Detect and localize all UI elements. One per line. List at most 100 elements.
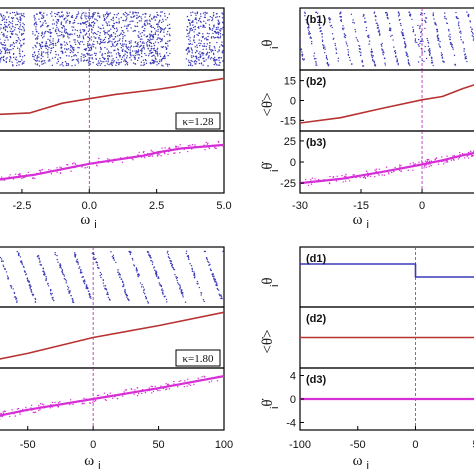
theta-point xyxy=(202,45,204,47)
theta-point xyxy=(52,19,55,21)
freq-point xyxy=(352,174,354,176)
theta-point xyxy=(191,50,193,52)
theta-point xyxy=(39,45,42,47)
theta-point xyxy=(4,21,6,24)
theta-point xyxy=(87,44,90,47)
freq-point xyxy=(81,166,83,168)
freq-point xyxy=(147,152,149,155)
theta-point xyxy=(45,47,47,50)
theta-point xyxy=(42,15,44,17)
theta-point xyxy=(146,300,149,302)
theta-point xyxy=(309,32,311,35)
theta-point xyxy=(73,39,75,41)
freq-point xyxy=(374,176,376,178)
theta-point xyxy=(394,56,397,58)
freq-point xyxy=(30,407,32,409)
freq-point xyxy=(383,174,386,176)
theta-point xyxy=(111,35,113,37)
theta-point xyxy=(219,33,222,35)
freq-point xyxy=(143,155,145,157)
theta-point xyxy=(344,34,347,37)
theta-point xyxy=(88,25,90,27)
freq-point xyxy=(137,154,140,157)
theta-point xyxy=(328,64,330,66)
y-tick-label: 0 xyxy=(290,157,296,169)
theta-point xyxy=(139,33,141,35)
theta-point xyxy=(159,27,162,29)
theta-point xyxy=(112,45,114,47)
theta-point xyxy=(113,38,115,40)
freq-point xyxy=(411,165,414,168)
theta-point xyxy=(210,51,213,53)
theta-point xyxy=(118,34,121,37)
theta-point xyxy=(137,50,140,53)
theta-point xyxy=(120,32,122,34)
theta-point xyxy=(68,20,71,23)
theta-point xyxy=(100,47,102,50)
theta-point xyxy=(195,61,198,63)
kappa-box xyxy=(175,349,221,367)
freq-point xyxy=(39,403,42,405)
theta-point xyxy=(127,24,129,26)
theta-point xyxy=(370,48,373,50)
theta-point xyxy=(15,23,17,26)
freq-point xyxy=(172,148,175,151)
freq-point xyxy=(174,152,176,154)
theta-point xyxy=(39,260,41,262)
freq-point xyxy=(461,153,464,155)
theta-point xyxy=(432,14,434,16)
theta-point xyxy=(22,22,24,25)
theta-point xyxy=(375,22,378,24)
theta-point xyxy=(458,27,461,29)
theta-point xyxy=(155,275,158,277)
theta-point xyxy=(162,20,164,22)
freq-point xyxy=(31,409,33,411)
theta-point xyxy=(134,63,136,65)
theta-point xyxy=(82,37,85,40)
theta-point xyxy=(205,48,208,50)
theta-point xyxy=(318,24,321,26)
theta-point xyxy=(137,52,139,54)
freq-point xyxy=(205,141,207,144)
theta-point xyxy=(61,16,64,18)
theta-point xyxy=(371,56,374,59)
theta-point xyxy=(89,44,91,46)
theta-point xyxy=(39,46,42,48)
freq-point xyxy=(399,166,401,168)
theta-point xyxy=(66,285,69,287)
theta-point xyxy=(213,56,216,59)
theta-point xyxy=(211,18,214,20)
theta-point xyxy=(37,32,40,35)
theta-point xyxy=(368,40,371,42)
theta-point xyxy=(40,11,42,14)
theta-point xyxy=(135,25,137,28)
theta-point xyxy=(126,51,128,53)
theta-point xyxy=(350,13,353,15)
theta-point xyxy=(123,43,125,45)
theta-point xyxy=(146,250,149,253)
theta-point xyxy=(384,62,386,64)
theta-point xyxy=(160,29,163,32)
theta-point xyxy=(198,42,200,45)
freq-point xyxy=(50,403,52,406)
freq-point xyxy=(176,386,179,388)
theta-point xyxy=(92,26,94,28)
theta-point xyxy=(75,55,78,57)
freq-point xyxy=(106,394,109,396)
theta-point xyxy=(5,21,8,24)
theta-point xyxy=(421,19,424,22)
freq-point xyxy=(446,159,448,162)
freq-point xyxy=(323,179,325,181)
theta-point xyxy=(99,38,102,41)
theta-point xyxy=(108,298,111,300)
theta-point xyxy=(146,19,148,21)
theta-point xyxy=(24,271,26,273)
freq-point xyxy=(112,397,114,399)
theta-point xyxy=(430,62,433,64)
theta-point xyxy=(305,19,307,21)
theta-point xyxy=(389,27,391,29)
theta-point xyxy=(464,57,467,60)
freq-point xyxy=(426,161,428,163)
theta-point xyxy=(300,42,302,44)
theta-point xyxy=(13,42,15,45)
